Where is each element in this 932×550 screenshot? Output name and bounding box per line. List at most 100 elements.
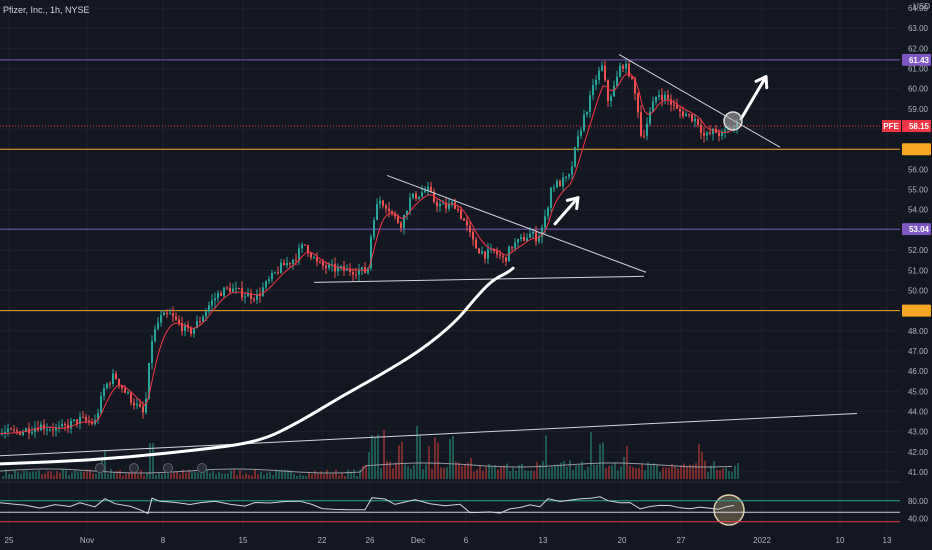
volume-bar: [194, 471, 196, 479]
candle: [418, 196, 420, 200]
volume-bar: [518, 465, 520, 479]
rsi-tick-label: 40.00: [908, 515, 929, 524]
volume-bar: [611, 465, 613, 479]
candle: [202, 314, 204, 323]
candle-body: [703, 133, 705, 136]
candle: [502, 253, 504, 263]
candle: [283, 259, 285, 266]
volume-bar: [377, 434, 379, 479]
volume-bar: [689, 464, 691, 479]
candle: [436, 198, 438, 212]
candle-body: [490, 248, 492, 250]
candle: [535, 225, 537, 246]
candle-body: [553, 187, 555, 189]
volume-bar: [524, 469, 526, 479]
volume-bar: [188, 469, 190, 479]
volume-bar: [104, 449, 106, 479]
candle: [574, 146, 576, 168]
volume-bar: [329, 474, 331, 479]
price-tick-label: 60.00: [908, 85, 929, 94]
candle-body: [598, 70, 600, 80]
candle-body: [424, 190, 426, 193]
volume-bar: [296, 475, 298, 479]
candle: [523, 232, 525, 242]
time-label: 26: [366, 536, 375, 545]
candle-body: [349, 268, 351, 273]
volume-bar: [494, 465, 496, 479]
candle: [628, 60, 630, 78]
volume-bar: [380, 467, 382, 479]
candle: [709, 125, 711, 136]
candle-body: [382, 200, 384, 206]
volume-bar: [119, 469, 121, 479]
volume-bar: [539, 465, 541, 479]
arrow-shaft: [553, 196, 580, 226]
candle-body: [175, 316, 177, 320]
candle-body: [532, 232, 534, 234]
price-tick-label: 43.00: [908, 428, 929, 437]
volume-bar: [716, 469, 718, 479]
candle: [13, 425, 15, 434]
arrow-annotation-0: [553, 196, 580, 226]
candle-body: [373, 219, 375, 237]
volume-bar: [467, 462, 469, 479]
candle-body: [118, 378, 120, 386]
candle: [97, 408, 99, 424]
candle: [256, 289, 258, 305]
volume-bar: [602, 442, 604, 479]
candle-body: [457, 209, 459, 211]
candle-body: [340, 266, 342, 268]
volume-bar: [449, 439, 451, 479]
candle-body: [616, 76, 618, 86]
volume-bar: [572, 470, 574, 479]
volume-bar: [698, 444, 700, 479]
volume-bar: [242, 475, 244, 479]
arrow-shaft: [739, 75, 768, 121]
candle-body: [16, 430, 18, 432]
candle-body: [196, 321, 198, 328]
candle-body: [625, 63, 627, 69]
candle: [334, 257, 336, 278]
volume-bar: [659, 472, 661, 479]
candle-body: [403, 214, 405, 228]
candle-body: [541, 227, 543, 237]
volume-bar: [350, 471, 352, 479]
volume-bar: [227, 473, 229, 479]
time-label: Nov: [80, 536, 94, 545]
candle-body: [307, 245, 309, 254]
volume-bar: [554, 464, 556, 479]
volume-bar: [542, 461, 544, 479]
volume-bar: [317, 472, 319, 479]
volume-bar: [212, 471, 214, 479]
volume-bar: [155, 474, 157, 479]
candle-body: [127, 392, 129, 394]
time-label: 25: [5, 536, 14, 545]
volume-bar: [425, 464, 427, 479]
volume-bar: [284, 469, 286, 479]
time-axis[interactable]: 25 Nov 8 15 22 26 Dec 6 13 20 27 2022 10 13: [5, 536, 892, 545]
price-axis[interactable]: USD 41.00 42.00 43.00 44.00 45.00 46.00 47.00 48…: [900, 0, 932, 550]
candle-body: [55, 427, 57, 431]
candle-body: [538, 236, 540, 242]
candle-body: [487, 249, 489, 259]
volume-bar: [587, 466, 589, 479]
tag-53-04-bg: [902, 223, 931, 236]
volume-bar: [422, 469, 424, 479]
candle: [580, 127, 582, 140]
candle: [16, 427, 18, 435]
volume-bar: [644, 470, 646, 479]
volume-bar: [80, 471, 82, 479]
candle: [31, 426, 33, 436]
candle: [67, 418, 69, 434]
candle-body: [220, 292, 222, 296]
volume-bar: [47, 471, 49, 479]
candle: [592, 78, 594, 101]
candle: [397, 213, 399, 224]
candle-body: [379, 200, 381, 205]
candle-body: [535, 232, 537, 242]
candle: [646, 117, 648, 141]
candle: [61, 419, 63, 429]
candle-body: [577, 135, 579, 148]
volume-bar: [653, 463, 655, 479]
